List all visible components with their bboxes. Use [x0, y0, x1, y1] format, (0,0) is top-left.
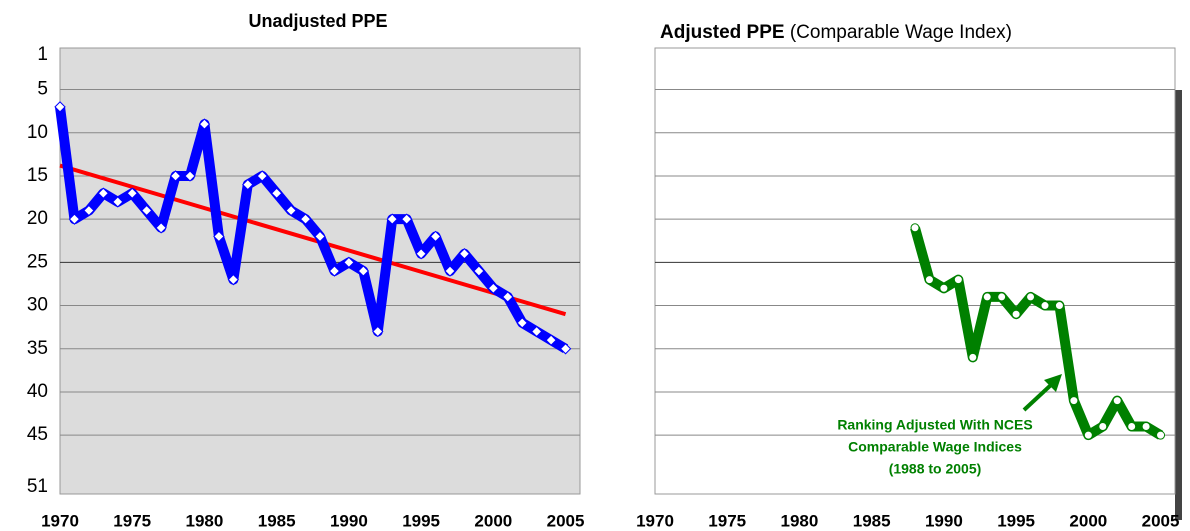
- point-marker: [1040, 301, 1050, 311]
- point-marker: [939, 283, 949, 293]
- y-tick-label: 25: [27, 251, 48, 272]
- x-tick-label: 2000: [474, 511, 512, 530]
- point-marker: [429, 230, 442, 243]
- point-marker: [169, 170, 182, 182]
- y-tick-label: 40: [27, 381, 48, 402]
- point-marker: [1141, 422, 1151, 432]
- x-tick-label: 2000: [1069, 511, 1107, 530]
- x-tick-label: 2005: [547, 511, 585, 530]
- point-marker: [285, 204, 297, 217]
- y-tick-label: 35: [27, 338, 48, 359]
- point-marker: [54, 101, 66, 113]
- plot-area: [654, 47, 1176, 495]
- x-tick-label: 1985: [853, 511, 891, 530]
- y-tick-label: 1: [37, 44, 48, 65]
- point-marker: [198, 118, 211, 130]
- x-tick-label: 1995: [402, 511, 440, 530]
- x-tick-label: 1980: [781, 511, 819, 530]
- point-marker: [997, 292, 1007, 302]
- point-marker: [140, 204, 153, 217]
- chart-title-main: Adjusted PPE: [660, 22, 785, 43]
- point-marker: [1026, 292, 1036, 302]
- x-tick-label: 1995: [997, 511, 1035, 530]
- y-tick-label: 15: [27, 165, 48, 186]
- point-marker: [924, 275, 934, 285]
- point-marker: [184, 170, 196, 182]
- annotation: (1988 to 2005): [889, 461, 982, 477]
- chart-title: Adjusted PPE (Comparable Wage Index): [660, 22, 1012, 43]
- point-marker: [487, 282, 500, 294]
- point-marker: [155, 222, 167, 234]
- point-marker: [68, 213, 81, 225]
- plot-shadow: [1175, 90, 1182, 520]
- trend-line: [59, 163, 567, 317]
- x-tick-label: 2005: [1142, 511, 1180, 530]
- point-marker: [1156, 430, 1166, 440]
- point-marker: [1069, 396, 1079, 406]
- y-tick-label: 10: [27, 122, 48, 143]
- point-marker: [1011, 309, 1021, 319]
- point-marker: [444, 265, 456, 277]
- annotation-arrow: [1022, 382, 1054, 412]
- point-marker: [1098, 422, 1108, 432]
- point-marker: [1112, 396, 1122, 406]
- x-tick-label: 1975: [708, 511, 746, 530]
- point-marker: [328, 265, 341, 277]
- point-marker: [386, 213, 398, 225]
- point-marker: [270, 187, 283, 199]
- point-marker: [112, 196, 124, 208]
- point-marker: [910, 223, 920, 233]
- point-marker: [1127, 422, 1137, 432]
- x-tick-label: 1985: [258, 511, 296, 530]
- y-tick-label: 45: [27, 424, 48, 445]
- x-tick-label: 1975: [113, 511, 151, 530]
- point-marker: [559, 343, 572, 355]
- point-marker: [1083, 430, 1093, 440]
- point-marker: [299, 213, 312, 225]
- y-tick-label: 20: [27, 208, 48, 229]
- point-marker: [227, 273, 240, 286]
- chart-subtitle: (Comparable Wage Index): [790, 22, 1012, 43]
- point-marker: [968, 352, 978, 362]
- x-tick-label: 1980: [186, 511, 224, 530]
- annotation: Comparable Wage Indices: [848, 439, 1022, 455]
- point-marker: [314, 230, 326, 243]
- point-marker: [126, 187, 138, 199]
- point-marker: [372, 325, 384, 338]
- point-marker: [400, 213, 413, 225]
- point-marker: [1054, 301, 1064, 311]
- point-marker: [516, 317, 528, 329]
- y-tick-label: 30: [27, 295, 48, 316]
- point-marker: [213, 230, 225, 243]
- point-marker: [83, 204, 95, 217]
- annotation-arrowhead: [1044, 374, 1062, 392]
- point-marker: [953, 275, 963, 285]
- point-marker: [530, 325, 543, 338]
- point-marker: [256, 170, 268, 182]
- plot-area: [59, 47, 581, 495]
- x-tick-label: 1970: [636, 511, 674, 530]
- chart-title: Unadjusted PPE: [248, 11, 387, 31]
- y-tick-label: 5: [37, 79, 48, 100]
- point-marker: [415, 248, 427, 260]
- point-marker: [502, 291, 514, 303]
- annotation: Ranking Adjusted With NCES: [837, 417, 1032, 433]
- point-marker: [982, 292, 992, 302]
- point-marker: [458, 248, 471, 260]
- point-marker: [97, 187, 110, 199]
- point-marker: [545, 334, 557, 346]
- point-marker: [473, 265, 485, 277]
- point-marker: [242, 178, 254, 191]
- x-tick-label: 1970: [41, 511, 79, 530]
- x-tick-label: 1990: [925, 511, 963, 530]
- point-marker: [343, 256, 355, 269]
- x-tick-label: 1990: [330, 511, 368, 530]
- y-tick-label: 51: [27, 476, 48, 497]
- point-marker: [357, 265, 370, 277]
